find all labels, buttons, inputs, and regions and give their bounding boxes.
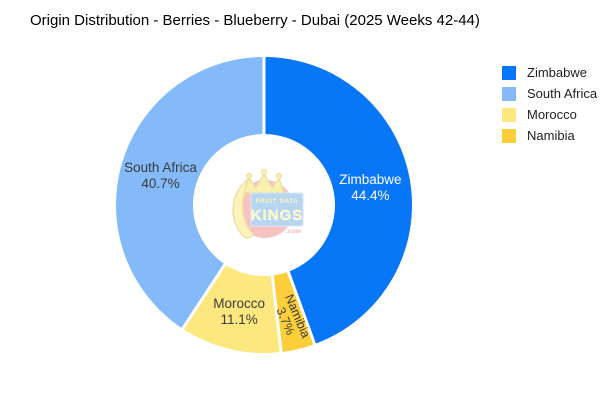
svg-text:Zimbabwe: Zimbabwe	[339, 172, 401, 187]
svg-text:44.4%: 44.4%	[351, 188, 389, 203]
logo-circle	[236, 180, 294, 238]
pie-slice-namibia[interactable]	[272, 271, 315, 352]
crown-icon	[243, 173, 285, 194]
crown-tip-dot	[245, 172, 253, 180]
pie-slice-morocco[interactable]	[182, 264, 282, 353]
legend-item-morocco[interactable]: Morocco	[502, 108, 597, 122]
chart-legend: Zimbabwe South Africa Morocco Namibia	[502, 66, 597, 150]
legend-label: Morocco	[527, 107, 577, 122]
slice-separator	[270, 273, 283, 355]
pie-slice-south-africa[interactable]	[116, 57, 264, 329]
crown-tip-dot	[260, 168, 268, 176]
legend-swatch-namibia	[502, 129, 516, 143]
chart-title: Origin Distribution - Berries - Blueberr…	[30, 12, 480, 29]
legend-swatch-zimbabwe	[502, 66, 516, 80]
svg-text:South Africa: South Africa	[124, 160, 197, 175]
crown-tip-dot	[275, 172, 283, 180]
legend-item-south-africa[interactable]: South Africa	[502, 87, 597, 101]
svg-text:40.7%: 40.7%	[141, 176, 179, 191]
legend-swatch-morocco	[502, 108, 516, 122]
slice-separator	[286, 269, 317, 347]
svg-text:Morocco: Morocco	[213, 296, 265, 311]
fruit-data-kings-logo: FRUIT DATA KINGS .com	[232, 168, 304, 239]
pie-slices	[116, 57, 412, 353]
legend-label: Zimbabwe	[527, 65, 587, 80]
slice-separator	[180, 261, 228, 332]
slice-labels: Zimbabwe44.4%Namibia3.7%Morocco11.1%Sout…	[124, 160, 401, 340]
legend-label: South Africa	[527, 86, 598, 101]
legend-item-zimbabwe[interactable]: Zimbabwe	[502, 66, 597, 80]
logo-banner	[250, 192, 304, 227]
pie-slice-zimbabwe[interactable]	[264, 57, 412, 345]
banana-icon	[232, 179, 254, 239]
legend-label: Namibia	[527, 128, 575, 143]
svg-text:11.1%: 11.1%	[220, 312, 257, 327]
logo-top-text: FRUIT DATA	[256, 198, 299, 205]
logo-suffix-text: .com	[286, 228, 301, 235]
slice-separators	[180, 55, 317, 355]
legend-item-namibia[interactable]: Namibia	[502, 129, 597, 143]
logo-main-text: KINGS	[251, 207, 304, 224]
legend-swatch-south-africa	[502, 87, 516, 101]
